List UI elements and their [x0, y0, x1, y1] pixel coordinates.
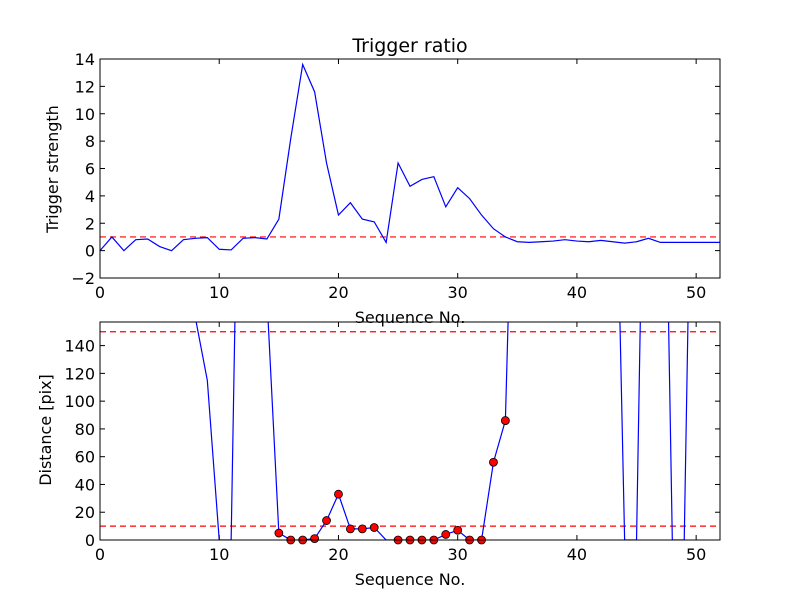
y-tick-label: 100 — [64, 392, 95, 411]
y-tick-label: 80 — [75, 420, 95, 439]
series-line — [195, 322, 689, 540]
x-tick-label: 20 — [328, 545, 348, 564]
y-tick-label: 10 — [75, 105, 95, 124]
data-point — [489, 457, 498, 467]
y-tick-label: 8 — [85, 132, 95, 151]
distance-chart: Sequence No. Distance [pix] 0 10 20 30 40 50 0… — [36, 321, 721, 589]
y-tick-label: 120 — [64, 364, 95, 383]
x-tick-label: 10 — [209, 545, 229, 564]
y-tick-label: 20 — [75, 503, 95, 522]
data-point — [274, 528, 284, 538]
y-tick-label: 12 — [75, 77, 95, 96]
data-point — [322, 516, 331, 525]
y-tick-label: 40 — [75, 475, 95, 494]
y-axis-label: Distance [pix] — [36, 374, 55, 486]
y-tick-label: 140 — [64, 337, 95, 356]
data-point — [310, 534, 320, 544]
y-tick-label: 4 — [85, 187, 95, 206]
x-tick-label: 0 — [95, 545, 105, 564]
x-tick-label: 50 — [686, 283, 706, 302]
axes-frame — [99, 58, 721, 279]
plot-area — [100, 322, 720, 540]
series-line — [100, 62, 720, 252]
data-point — [441, 530, 451, 539]
plot-area — [100, 62, 720, 252]
x-tick-label: 40 — [567, 545, 587, 564]
x-tick-label: 30 — [448, 545, 468, 564]
axes-frame — [99, 321, 721, 541]
chart-title: Trigger ratio — [351, 35, 467, 57]
x-tick-label: 0 — [95, 283, 105, 302]
y-tick-label: 14 — [75, 50, 95, 69]
data-point — [357, 524, 367, 534]
y-tick-label: 6 — [85, 160, 95, 179]
x-axis-label: Sequence No. — [355, 570, 466, 589]
y-tick-label: 0 — [85, 242, 95, 261]
x-tick-label: 10 — [209, 283, 229, 302]
data-point — [453, 525, 463, 535]
y-tick-label: 60 — [75, 448, 95, 467]
data-point — [334, 489, 343, 499]
x-tick-label: 40 — [567, 283, 587, 302]
y-tick-label: 0 — [85, 531, 95, 550]
data-point — [345, 524, 355, 534]
y-tick-label: 2 — [85, 214, 95, 233]
x-axis-label: Sequence No. — [355, 308, 466, 327]
y-tick-label: −2 — [71, 269, 95, 288]
y-axis-label: Trigger strength — [43, 105, 62, 234]
x-tick-label: 50 — [686, 545, 706, 564]
data-point — [500, 416, 510, 425]
x-tick-label: 20 — [328, 283, 348, 302]
x-tick-label: 30 — [448, 283, 468, 302]
trigger-ratio-chart: Trigger ratio Sequence No. Trigger stren… — [43, 35, 721, 327]
data-point — [369, 523, 379, 532]
